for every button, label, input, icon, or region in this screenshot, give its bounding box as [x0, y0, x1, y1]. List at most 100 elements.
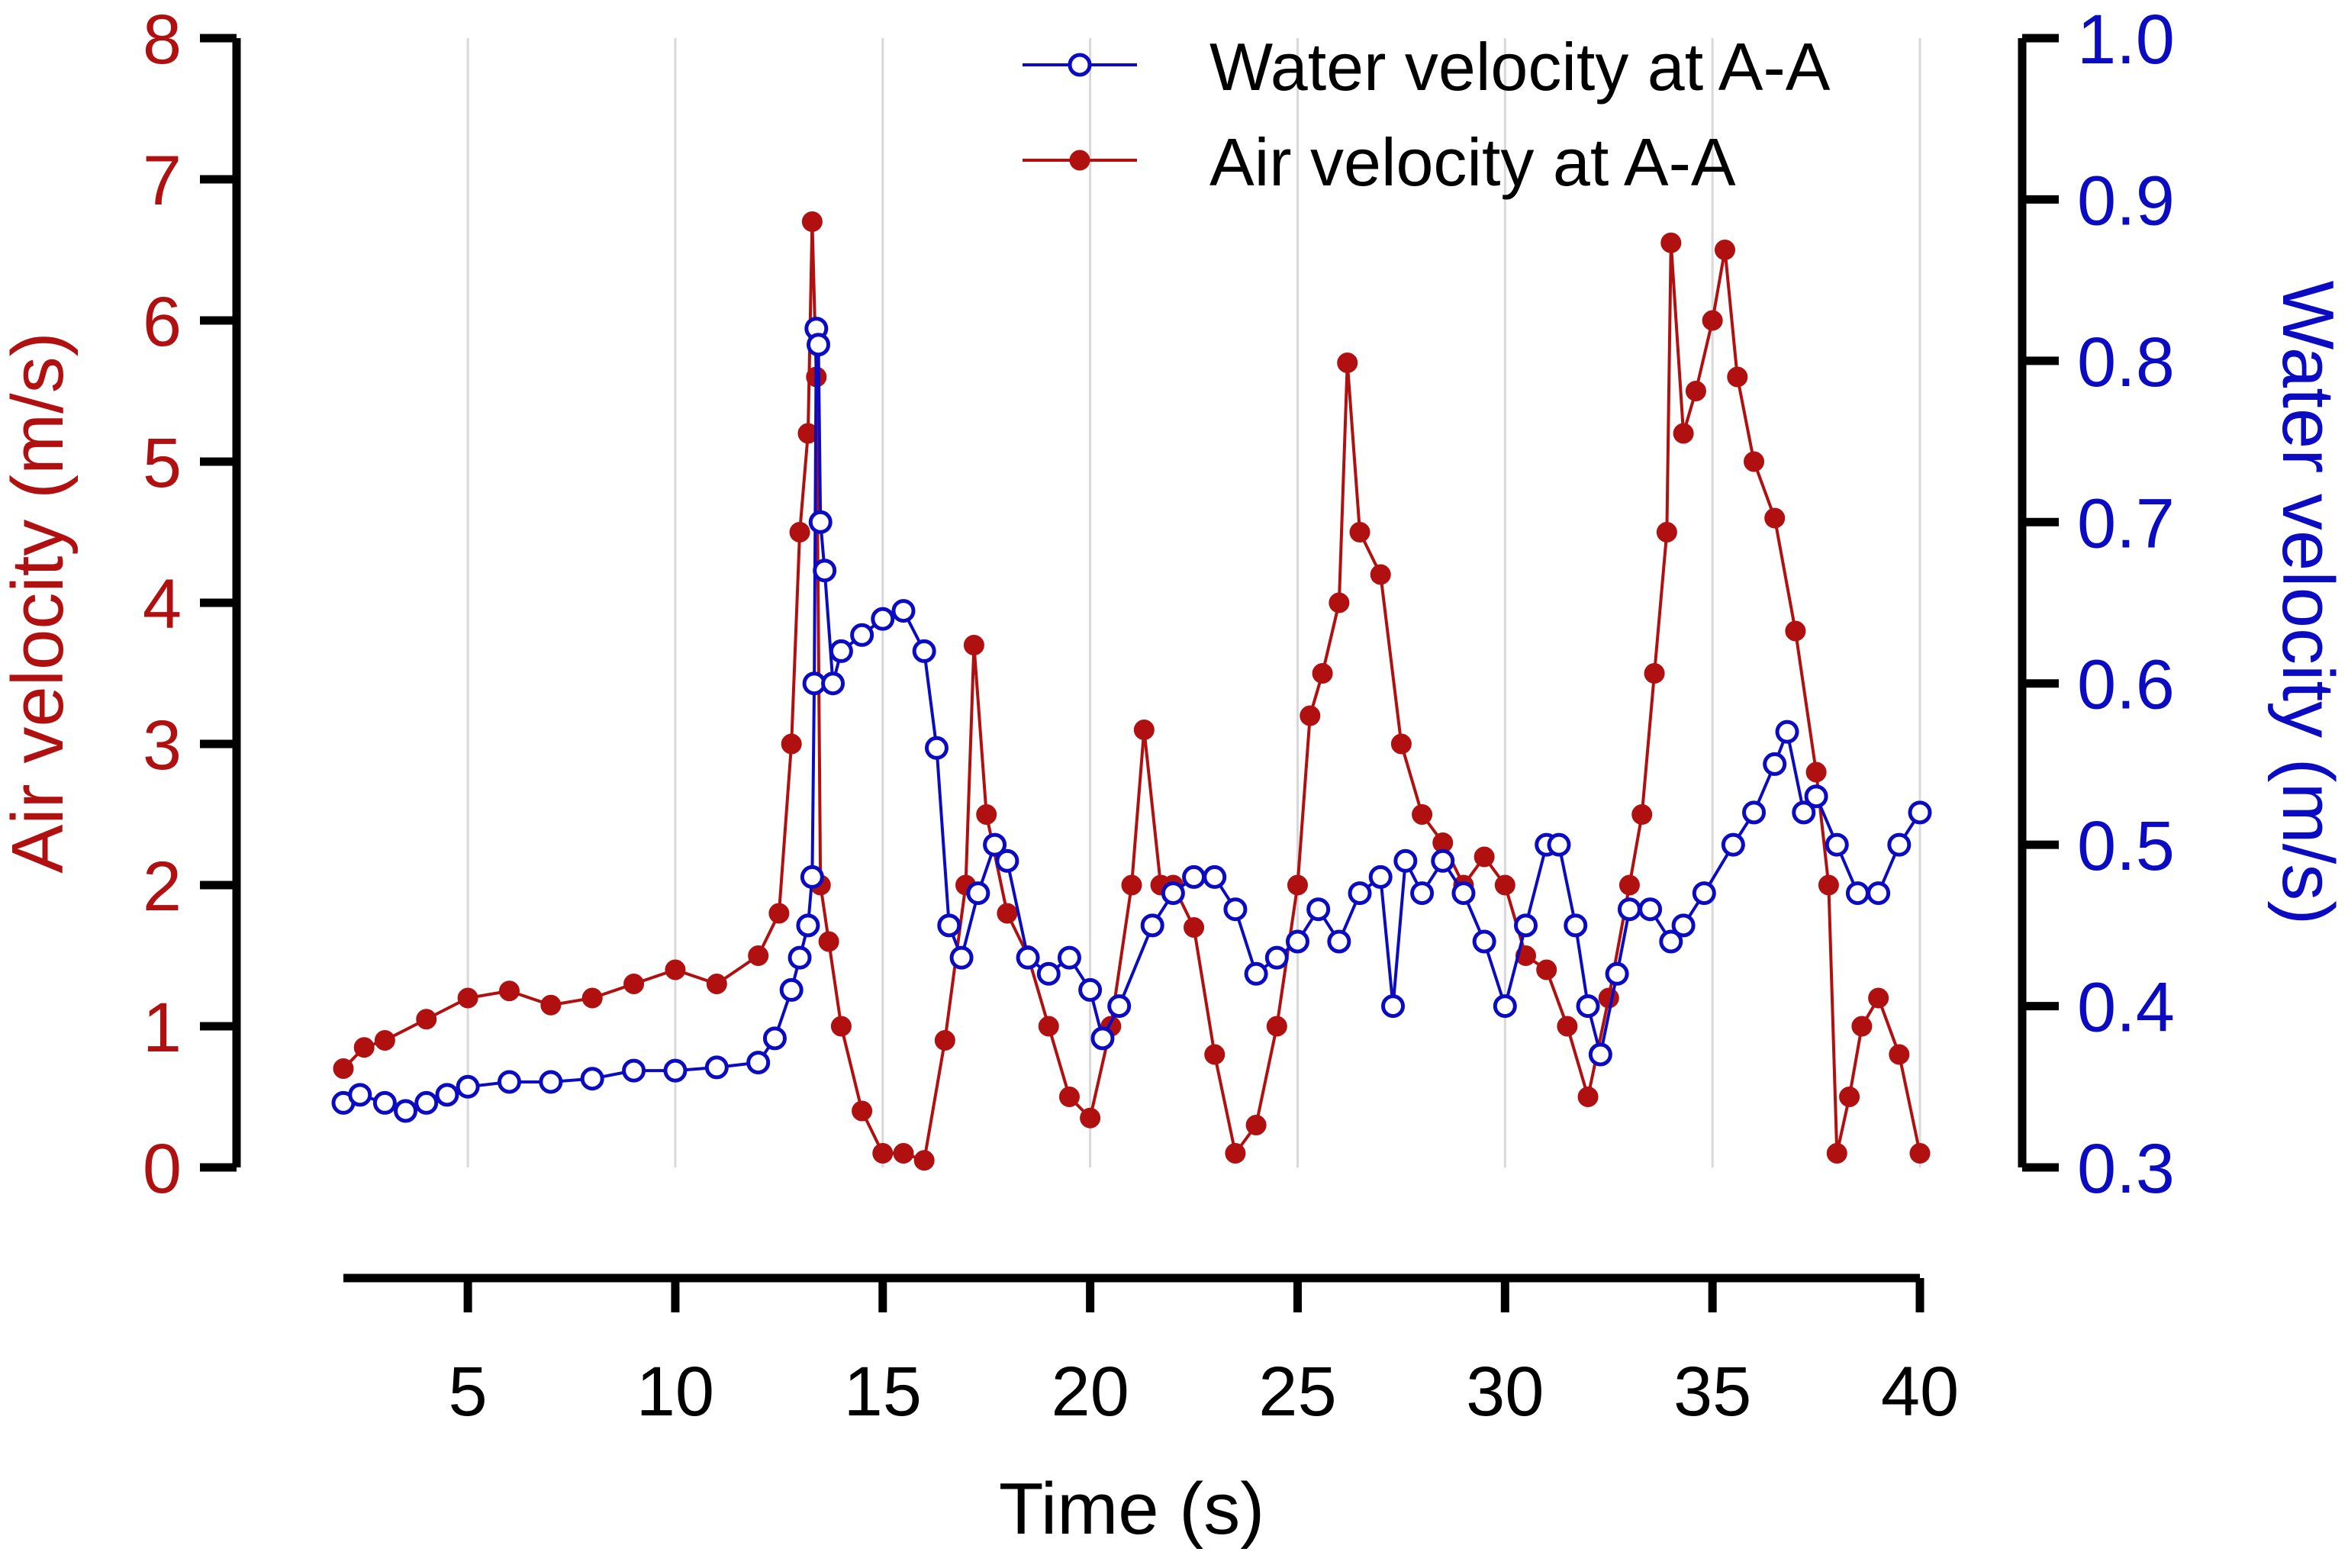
air-velocity-point	[1727, 366, 1748, 388]
legend-air-marker	[1069, 150, 1090, 171]
water-velocity-point	[1306, 897, 1331, 922]
air-velocity-point	[1557, 1016, 1578, 1037]
air-velocity-point	[1673, 423, 1694, 444]
air-velocity-point	[665, 959, 686, 980]
water-velocity-point	[746, 1051, 771, 1075]
water-velocity-point	[800, 864, 824, 889]
air-velocity-point	[976, 804, 997, 825]
water-velocity-point	[1016, 945, 1040, 970]
air-velocity-point	[1744, 451, 1765, 472]
legend-water-label: Water velocity at A-A	[1209, 29, 1831, 105]
water-velocity-point	[1182, 864, 1206, 889]
legend-water-marker	[1068, 53, 1092, 77]
water-velocity-point	[1866, 881, 1891, 906]
air-velocity-point	[1329, 592, 1350, 613]
right-y-tick-label: 0.7	[2077, 485, 2175, 562]
air-velocity-point	[1598, 987, 1619, 1009]
water-velocity-point	[1431, 848, 1455, 873]
air-velocity-point	[893, 1143, 914, 1164]
air-velocity-point	[781, 733, 802, 755]
water-velocity-point	[372, 1090, 397, 1115]
air-velocity-point	[789, 522, 810, 543]
water-velocity-point	[891, 599, 916, 623]
air-velocity-point	[1266, 1016, 1287, 1037]
water-velocity-point	[622, 1058, 646, 1083]
water-velocity-point	[1327, 929, 1351, 954]
air-velocity-point	[1618, 874, 1640, 896]
air-velocity-point	[1702, 310, 1723, 331]
left-y-tick-label: 3	[143, 707, 182, 784]
water-velocity-point	[1451, 881, 1476, 906]
water-velocity-point	[1564, 913, 1588, 938]
water-velocity-point	[1671, 913, 1696, 938]
right-y-tick-label: 0.4	[2077, 969, 2175, 1047]
water-velocity-point	[1057, 945, 1081, 970]
air-velocity-point	[1785, 620, 1806, 642]
water-velocity-point	[1090, 1026, 1115, 1051]
water-velocity-point	[1036, 961, 1061, 986]
water-velocity-point	[1721, 832, 1745, 857]
air-velocity-point	[498, 980, 520, 1002]
air-velocity-point	[934, 1030, 955, 1051]
water-velocity-point	[807, 333, 831, 357]
water-velocity-point	[813, 559, 837, 583]
air-velocity-point	[1133, 720, 1155, 740]
air-velocity-point	[1851, 1016, 1873, 1037]
water-velocity-point	[1140, 913, 1164, 938]
air-velocity-point	[1121, 874, 1142, 896]
x-tick-label: 5	[449, 1353, 488, 1431]
right-y-tick-label: 0.8	[2077, 324, 2175, 401]
water-velocity-point	[1223, 897, 1248, 922]
water-velocity-point	[539, 1070, 563, 1094]
water-velocity-point	[1244, 961, 1268, 986]
water-velocity-point	[924, 736, 949, 760]
water-velocity-point	[1804, 784, 1828, 809]
air-velocity-point	[1370, 564, 1391, 585]
water-velocity-point	[1107, 994, 1132, 1019]
x-tick-label: 40	[1881, 1353, 1959, 1431]
x-ticks: 5 10 15 20 25 30 35 40	[449, 1278, 1959, 1431]
air-velocity-point	[1312, 663, 1333, 684]
water-velocity-point	[1161, 881, 1185, 906]
right-y-tick-label: 0.5	[2077, 807, 2175, 885]
water-velocity-point	[1775, 720, 1799, 744]
left-y-tick-label: 2	[143, 848, 182, 926]
air-velocity-point	[1337, 353, 1358, 373]
water-velocity-point	[1410, 881, 1435, 906]
water-velocity-point	[850, 623, 874, 647]
air-velocity-point	[1764, 507, 1786, 529]
water-velocity-point	[1845, 881, 1870, 906]
air-velocity-point	[1390, 733, 1412, 755]
air-velocity-point	[872, 1143, 894, 1164]
water-velocity-point	[966, 881, 990, 906]
x-tick-label: 20	[1051, 1353, 1129, 1431]
air-velocity-point	[1536, 959, 1557, 980]
right-y-tick-label: 0.3	[2077, 1130, 2175, 1208]
water-velocity-point	[1742, 800, 1767, 825]
x-tick-label: 10	[636, 1353, 714, 1431]
x-tick-label: 35	[1673, 1353, 1751, 1431]
water-velocity-point	[1472, 929, 1496, 954]
water-velocity-point	[497, 1070, 521, 1094]
water-velocity-point	[1493, 994, 1517, 1019]
air-velocity-point	[706, 974, 727, 994]
water-velocity-point	[1576, 994, 1600, 1019]
water-velocity-point	[394, 1099, 418, 1123]
left-y-tick-label: 5	[143, 424, 182, 502]
air-velocity-point	[1889, 1044, 1910, 1065]
air-velocity-point	[913, 1150, 935, 1171]
air-velocity-point	[1300, 705, 1321, 726]
water-velocity-point	[580, 1067, 604, 1091]
air-velocity-point	[1685, 381, 1706, 401]
air-velocity-point	[1080, 1107, 1101, 1129]
right-y-ticks: 0.3 0.4 0.5 0.6 0.7 0.8 0.9 1.0	[2022, 1, 2175, 1208]
air-velocity-point	[1349, 522, 1370, 543]
air-velocity-point	[623, 974, 645, 994]
air-velocity-point	[353, 1037, 375, 1058]
water-velocity-point	[1588, 1042, 1612, 1067]
water-velocity-point	[787, 945, 812, 970]
water-velocity-point	[1908, 800, 1932, 825]
air-velocity-point	[581, 987, 603, 1009]
water-velocity-point	[1547, 832, 1571, 857]
water-velocity-point	[796, 913, 820, 938]
